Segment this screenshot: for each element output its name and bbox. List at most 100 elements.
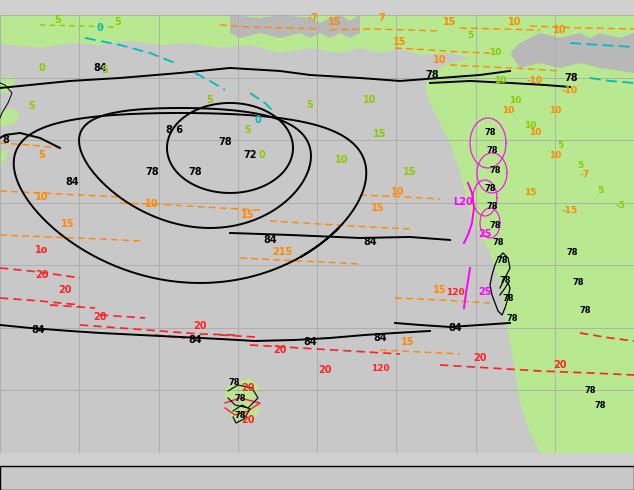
Text: 5: 5 (39, 150, 46, 160)
Text: 0: 0 (96, 23, 103, 33)
Text: 15: 15 (372, 203, 385, 213)
Text: 84: 84 (65, 177, 79, 187)
Text: 25: 25 (478, 287, 492, 297)
Text: 78: 78 (564, 73, 578, 83)
Text: 10: 10 (145, 199, 158, 209)
Text: 0: 0 (39, 63, 46, 73)
Text: 10: 10 (509, 96, 521, 105)
Text: 78: 78 (566, 248, 578, 257)
Text: 10: 10 (553, 25, 567, 35)
Text: 78: 78 (489, 166, 501, 175)
Text: 10: 10 (335, 155, 349, 165)
Text: -7: -7 (580, 170, 590, 179)
Text: 84: 84 (263, 235, 277, 245)
Text: 5: 5 (307, 100, 313, 110)
Text: 120: 120 (446, 288, 464, 297)
Text: 1o: 1o (36, 245, 49, 255)
Text: 78: 78 (145, 167, 158, 177)
Text: 78: 78 (492, 238, 504, 247)
Text: 5: 5 (597, 186, 603, 195)
Text: 20: 20 (242, 383, 255, 393)
Text: 15: 15 (401, 337, 415, 347)
Text: Height/Temp. 925 hPa [gdpm] ECMWF: Height/Temp. 925 hPa [gdpm] ECMWF (4, 468, 228, 482)
Text: 78: 78 (234, 411, 246, 420)
Text: 20: 20 (318, 365, 332, 375)
Text: 10: 10 (433, 55, 447, 65)
Polygon shape (570, 421, 585, 433)
Text: 10: 10 (549, 151, 561, 160)
Text: 78: 78 (496, 256, 508, 265)
Text: 72: 72 (243, 150, 257, 160)
Text: 10: 10 (502, 106, 514, 115)
Text: 5: 5 (245, 125, 251, 135)
Text: 78: 78 (425, 70, 439, 80)
Text: 5: 5 (557, 141, 563, 150)
Text: 10: 10 (508, 17, 522, 27)
Text: 10: 10 (391, 187, 404, 197)
Text: 78: 78 (594, 401, 605, 410)
Text: 5: 5 (467, 31, 473, 40)
Polygon shape (510, 33, 634, 73)
Text: 84: 84 (373, 333, 387, 343)
Text: -5: -5 (615, 201, 625, 210)
Text: -10: -10 (562, 86, 578, 95)
Polygon shape (230, 401, 260, 423)
Text: 78: 78 (188, 167, 202, 177)
Text: 78: 78 (218, 137, 232, 147)
Text: -7: -7 (307, 13, 318, 23)
Text: 15: 15 (242, 210, 255, 220)
Text: 15: 15 (524, 188, 536, 197)
Text: 84: 84 (303, 337, 317, 347)
Polygon shape (225, 378, 260, 403)
Text: 84: 84 (93, 63, 107, 73)
Text: 78: 78 (585, 386, 596, 395)
Text: -10: -10 (527, 76, 543, 85)
Text: 20: 20 (93, 312, 107, 322)
Text: -15: -15 (562, 206, 578, 215)
Text: 5: 5 (115, 17, 121, 27)
Text: 15: 15 (328, 17, 342, 27)
Text: 84: 84 (448, 323, 462, 333)
Text: 84: 84 (188, 335, 202, 345)
Text: 5: 5 (55, 15, 61, 25)
Text: 10: 10 (363, 95, 377, 105)
Text: 84: 84 (363, 237, 377, 247)
Text: 15: 15 (61, 219, 75, 229)
Polygon shape (590, 408, 610, 423)
Text: 25: 25 (478, 229, 492, 239)
Text: Mo 10-06-2024 12:00 UTC (T2+120): Mo 10-06-2024 12:00 UTC (T2+120) (416, 468, 630, 482)
Text: ©weatheronline.co.uk: ©weatheronline.co.uk (514, 481, 630, 490)
Polygon shape (555, 398, 567, 408)
Text: 15: 15 (433, 285, 447, 295)
Text: 84: 84 (31, 325, 45, 335)
Polygon shape (230, 15, 360, 38)
Text: 0: 0 (255, 115, 261, 125)
Text: 20: 20 (242, 415, 255, 425)
Text: 78: 78 (484, 128, 496, 137)
Polygon shape (425, 15, 634, 453)
Text: 10: 10 (524, 121, 536, 130)
Text: 20: 20 (36, 270, 49, 280)
Text: 15: 15 (403, 167, 417, 177)
Text: L20: L20 (453, 197, 473, 207)
Text: 8 6: 8 6 (167, 125, 183, 135)
Text: 10: 10 (494, 76, 506, 85)
Text: 20: 20 (193, 321, 207, 331)
Text: 15: 15 (393, 37, 407, 47)
Text: 78: 78 (489, 221, 501, 230)
Text: 0: 0 (259, 150, 266, 160)
Text: 5: 5 (207, 95, 214, 105)
Text: 5: 5 (101, 65, 108, 75)
Text: 10: 10 (549, 106, 561, 115)
Text: 78: 78 (502, 294, 514, 303)
Text: 78: 78 (486, 146, 498, 155)
Text: 5: 5 (29, 101, 36, 111)
Text: 78: 78 (573, 278, 584, 287)
Text: 15: 15 (373, 129, 387, 139)
Polygon shape (0, 15, 20, 168)
Text: 15: 15 (443, 17, 456, 27)
Text: 78: 78 (507, 314, 518, 323)
Polygon shape (0, 15, 634, 73)
Text: 10: 10 (529, 128, 541, 137)
Text: 8: 8 (2, 135, 9, 145)
